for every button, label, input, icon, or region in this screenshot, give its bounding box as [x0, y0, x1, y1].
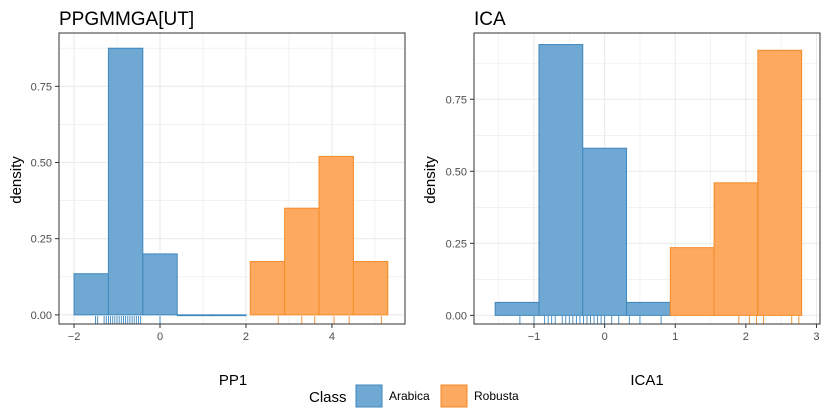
x-axis-label-pp1: PP1: [219, 372, 247, 389]
bar-arabica: [107, 47, 144, 316]
panel-ica: ICA ICA1 density −1 0 1 2 3 0.00 0.25 0.50 0.75: [422, 9, 821, 389]
legend-label-robusta: Robusta: [474, 389, 519, 403]
y-axis-label-right: density: [422, 156, 439, 204]
x-tick-label: 2: [243, 331, 249, 343]
bar-arabica: [494, 301, 540, 316]
series-robusta-ica: [669, 49, 803, 316]
legend-label-arabica: Arabica: [389, 389, 430, 403]
x-tick-label: 1: [672, 331, 678, 343]
bar-arabica: [211, 314, 247, 317]
rug-robusta-ica: [738, 316, 800, 324]
bar-arabica: [538, 44, 584, 316]
x-tick-label: −1: [528, 331, 541, 343]
legend: Class Arabica Robusta: [309, 384, 519, 408]
x-tick-label: 0: [602, 331, 608, 343]
series-arabica-ica: [494, 44, 671, 316]
bar-robusta: [713, 182, 759, 316]
x-tick-label: 3: [813, 331, 819, 343]
legend-title: Class: [309, 389, 347, 406]
bar-arabica: [626, 301, 671, 316]
panel-ppgmmga: PPGMMGA[UT] PP1 density −2 0 2 4 0.00 0.25 0.5…: [8, 9, 406, 389]
y-tick-label: 0.00: [446, 310, 467, 322]
x-axis-label-ica1: ICA1: [630, 372, 663, 389]
bar-robusta: [757, 49, 803, 316]
rug-robusta-ppgmmga: [277, 316, 382, 324]
y-axis-label-left: density: [8, 156, 25, 204]
legend-swatch-robusta: [440, 384, 468, 408]
y-tick-label: 0.25: [31, 234, 52, 246]
x-tick-label: −2: [68, 331, 81, 343]
panel-title-ica: ICA: [474, 9, 506, 30]
x-tick-label: 0: [157, 331, 163, 343]
y-tick-label: 0.75: [31, 81, 52, 93]
panel-border-ica: [473, 32, 821, 325]
bar-arabica: [582, 147, 628, 316]
bar-robusta: [352, 261, 389, 316]
panel-title-ppgmmga: PPGMMGA[UT]: [59, 9, 194, 30]
series-robusta-ppgmmga: [249, 155, 389, 316]
bar-robusta: [284, 207, 320, 316]
bar-arabica: [73, 273, 109, 316]
rug-arabica-ica: [519, 316, 662, 324]
y-tick-label: 0.00: [31, 310, 52, 322]
series-arabica-ppgmmga: [73, 47, 247, 317]
bar-arabica: [142, 253, 178, 316]
y-tick-label: 0.75: [446, 94, 467, 106]
x-tick-label: 2: [743, 331, 749, 343]
rug-arabica-ppgmmga: [95, 316, 161, 324]
bar-robusta: [669, 247, 715, 316]
bar-arabica: [176, 314, 213, 317]
y-tick-label: 0.25: [446, 238, 467, 250]
y-tick-label: 0.50: [31, 158, 52, 170]
legend-swatch-arabica: [355, 384, 383, 408]
y-tick-label: 0.50: [446, 166, 467, 178]
x-tick-label: 4: [329, 331, 335, 343]
panel-border-ppgmmga: [58, 32, 406, 325]
bar-robusta: [318, 155, 354, 316]
bar-robusta: [249, 261, 286, 316]
